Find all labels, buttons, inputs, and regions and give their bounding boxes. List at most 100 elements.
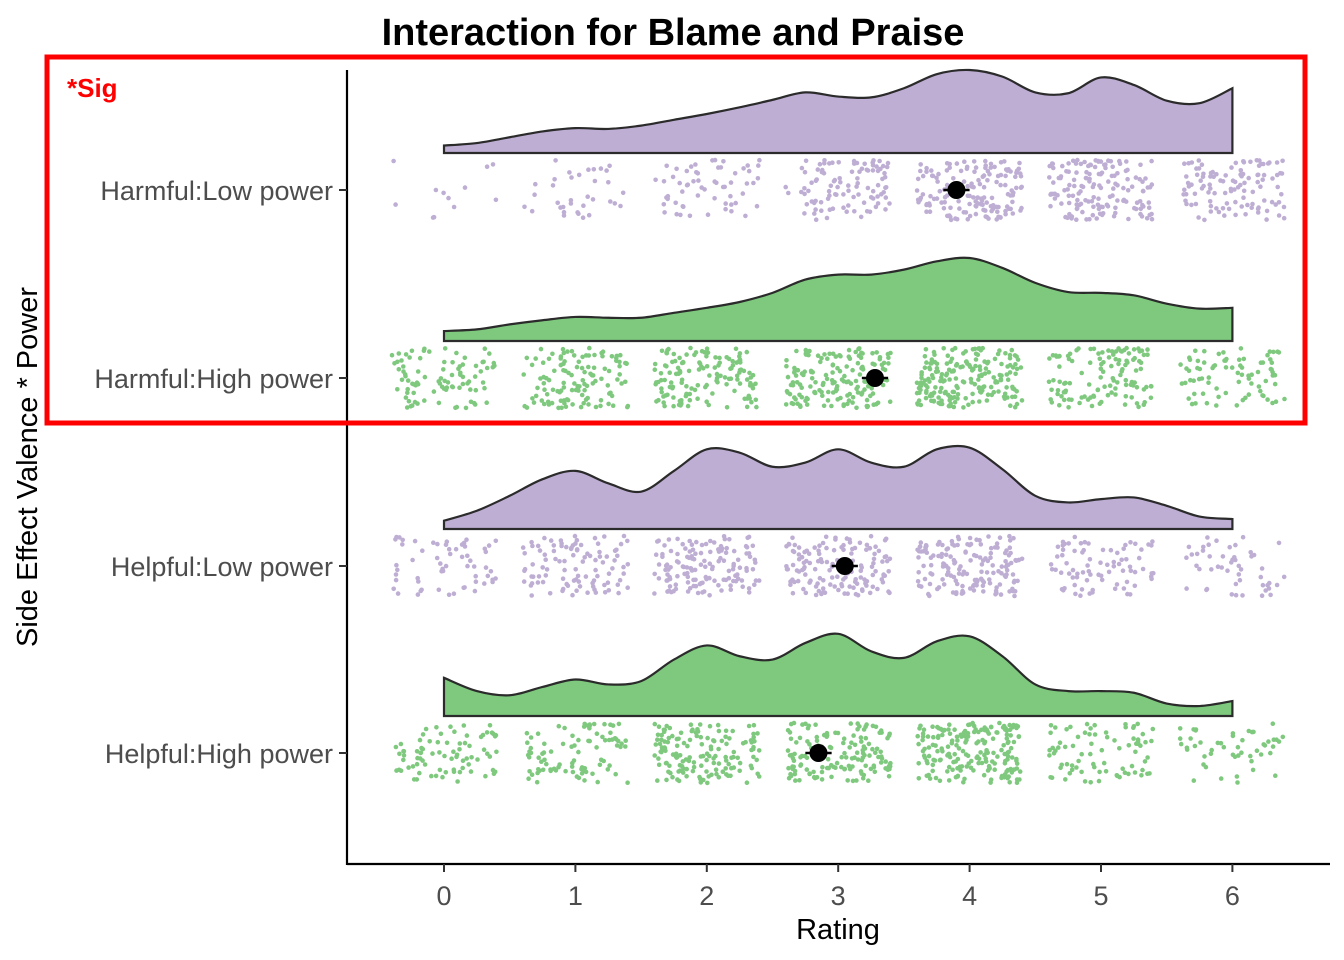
data-point [1183, 198, 1188, 204]
data-point [853, 577, 858, 582]
data-point [1124, 159, 1129, 164]
data-point [670, 174, 676, 180]
data-point [623, 738, 628, 743]
data-point [953, 591, 959, 597]
data-point [737, 357, 743, 362]
data-point [887, 556, 893, 562]
data-point [737, 351, 743, 356]
data-point [427, 349, 432, 354]
data-point [955, 392, 961, 397]
data-point [1013, 174, 1018, 180]
data-point [812, 389, 817, 395]
data-point [395, 359, 400, 365]
data-point [961, 730, 967, 735]
data-point [1003, 559, 1008, 564]
data-point [673, 582, 679, 587]
data-point [1005, 395, 1010, 400]
data-point [970, 399, 975, 405]
data-point [457, 741, 463, 746]
data-point [944, 361, 950, 366]
data-point [1249, 372, 1254, 378]
data-point [667, 370, 672, 376]
data-point [572, 381, 577, 386]
data-point [438, 376, 444, 381]
data-point [484, 164, 490, 169]
data-point [792, 579, 797, 585]
data-point [849, 169, 855, 175]
data-point [493, 576, 498, 581]
data-point [807, 560, 813, 566]
data-point [698, 550, 704, 556]
data-point [405, 390, 410, 396]
data-point [1238, 168, 1244, 173]
data-point [1066, 200, 1072, 206]
data-point [719, 738, 725, 744]
data-point [784, 358, 789, 363]
data-point [582, 369, 587, 375]
data-point [483, 565, 489, 570]
data-point [958, 168, 964, 174]
data-point [1053, 567, 1058, 573]
data-point [1230, 752, 1236, 758]
data-point [1223, 365, 1229, 370]
data-point [1010, 211, 1016, 216]
data-point [1265, 352, 1270, 358]
data-point [685, 403, 691, 409]
data-point [875, 194, 880, 199]
data-point [751, 731, 756, 737]
data-point [1091, 182, 1097, 187]
data-point [1047, 175, 1052, 180]
data-point [414, 380, 420, 386]
data-point [670, 733, 675, 739]
data-point [577, 584, 583, 589]
data-point [1078, 541, 1084, 546]
data-point [946, 403, 952, 409]
density-cloud [442, 256, 1234, 343]
data-point [830, 362, 836, 368]
data-point [1258, 388, 1263, 394]
data-point [729, 365, 734, 371]
data-point [1134, 741, 1139, 746]
data-point [1048, 562, 1054, 567]
data-point [799, 753, 805, 759]
data-point [591, 167, 597, 172]
data-point [685, 589, 691, 594]
data-point [1014, 366, 1020, 372]
data-point [442, 359, 447, 365]
data-point [698, 734, 704, 740]
data-point [971, 195, 976, 200]
data-point [952, 400, 958, 405]
data-point [1079, 370, 1084, 376]
data-point [784, 388, 790, 394]
data-point [483, 549, 489, 555]
data-point [490, 162, 496, 167]
data-point [673, 200, 678, 206]
data-point [1214, 403, 1219, 408]
data-point [569, 764, 575, 769]
data-point [1229, 592, 1235, 597]
data-point [918, 402, 924, 408]
data-point [999, 775, 1004, 781]
data-point [714, 371, 720, 377]
data-point [1121, 546, 1126, 552]
data-point [1229, 365, 1235, 370]
data-point [440, 774, 445, 780]
data-point [665, 347, 670, 353]
data-point [661, 729, 667, 735]
data-point [1186, 368, 1192, 374]
data-point [454, 350, 459, 356]
data-point [1052, 191, 1058, 197]
data-point [464, 756, 470, 761]
data-point [1067, 771, 1073, 776]
data-point [459, 554, 465, 560]
data-point [484, 365, 490, 371]
data-point [977, 555, 983, 560]
data-point [444, 740, 450, 746]
data-point [540, 360, 546, 366]
data-point [985, 768, 991, 773]
data-point [916, 741, 921, 747]
data-point [790, 562, 796, 568]
data-point [839, 754, 844, 760]
data-point [831, 764, 836, 770]
data-point [793, 373, 799, 378]
